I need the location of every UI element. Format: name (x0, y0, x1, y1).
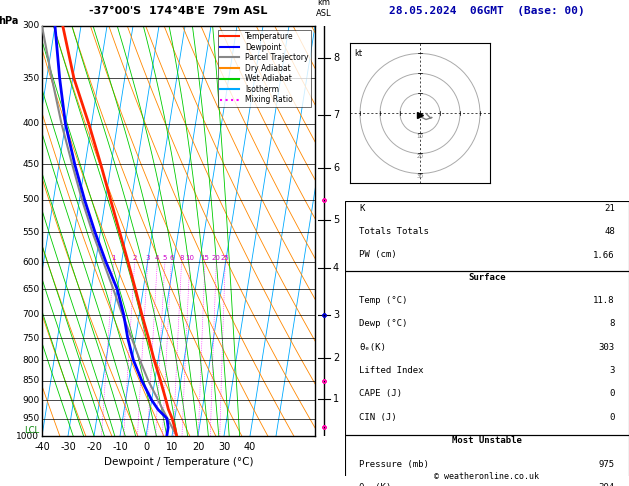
Text: θₑ(K): θₑ(K) (359, 343, 386, 352)
Text: -30: -30 (60, 442, 76, 452)
Text: 1: 1 (333, 394, 339, 404)
Text: 8: 8 (333, 53, 339, 64)
Text: 600: 600 (22, 258, 39, 266)
Text: 1: 1 (111, 255, 116, 261)
Bar (345, 435, 629, 486)
Text: 300: 300 (22, 21, 39, 31)
Text: 3: 3 (610, 366, 615, 375)
Text: 700: 700 (22, 310, 39, 319)
Text: 1000: 1000 (16, 432, 39, 440)
Text: hPa: hPa (0, 16, 19, 26)
Text: 2: 2 (333, 353, 339, 363)
Text: CAPE (J): CAPE (J) (359, 389, 402, 399)
Text: 30: 30 (416, 174, 423, 178)
Text: 7: 7 (333, 110, 339, 121)
Text: 3: 3 (145, 255, 150, 261)
Bar (345, 201, 629, 271)
Text: CIN (J): CIN (J) (359, 413, 397, 422)
Text: 8: 8 (179, 255, 184, 261)
Text: Surface: Surface (468, 273, 506, 281)
Text: LCL: LCL (24, 426, 39, 435)
Text: -20: -20 (86, 442, 102, 452)
Text: 800: 800 (22, 356, 39, 364)
Text: K: K (359, 204, 365, 213)
Text: 0: 0 (610, 389, 615, 399)
Text: 25: 25 (221, 255, 230, 261)
Text: 30: 30 (218, 442, 230, 452)
Text: 950: 950 (22, 414, 39, 423)
Text: 21: 21 (604, 204, 615, 213)
Text: kt: kt (354, 50, 362, 58)
Text: Dewp (°C): Dewp (°C) (359, 319, 408, 328)
Text: © weatheronline.co.uk: © weatheronline.co.uk (435, 472, 540, 481)
Text: θₑ (K): θₑ (K) (359, 483, 391, 486)
Text: 11.8: 11.8 (593, 296, 615, 305)
Text: 550: 550 (22, 228, 39, 237)
Text: 4: 4 (333, 262, 339, 273)
Text: 6: 6 (169, 255, 174, 261)
Text: 750: 750 (22, 333, 39, 343)
Text: 20: 20 (192, 442, 204, 452)
Text: Pressure (mb): Pressure (mb) (359, 459, 429, 469)
Text: 28.05.2024  06GMT  (Base: 00): 28.05.2024 06GMT (Base: 00) (389, 6, 585, 16)
Text: 975: 975 (599, 459, 615, 469)
Text: 15: 15 (201, 255, 209, 261)
Text: 5: 5 (333, 215, 339, 225)
Text: 400: 400 (22, 120, 39, 128)
Text: 10: 10 (186, 255, 194, 261)
Text: 10: 10 (416, 134, 423, 139)
Text: 48: 48 (604, 227, 615, 236)
Text: 0: 0 (610, 413, 615, 422)
Text: Totals Totals: Totals Totals (359, 227, 429, 236)
Text: 40: 40 (244, 442, 256, 452)
Text: 450: 450 (22, 159, 39, 169)
Text: 10: 10 (166, 442, 178, 452)
Text: 650: 650 (22, 285, 39, 294)
Text: -10: -10 (112, 442, 128, 452)
Text: Temp (°C): Temp (°C) (359, 296, 408, 305)
Text: 3: 3 (333, 310, 339, 319)
Text: 20: 20 (416, 154, 423, 158)
Text: 4: 4 (155, 255, 160, 261)
Text: -37°00'S  174°4B'E  79m ASL: -37°00'S 174°4B'E 79m ASL (89, 6, 268, 16)
Text: km
ASL: km ASL (316, 0, 332, 18)
Text: Most Unstable: Most Unstable (452, 436, 522, 445)
Text: -40: -40 (34, 442, 50, 452)
Text: 5: 5 (163, 255, 167, 261)
Text: 6: 6 (333, 163, 339, 173)
Text: 2: 2 (133, 255, 137, 261)
Text: Lifted Index: Lifted Index (359, 366, 424, 375)
Text: 304: 304 (599, 483, 615, 486)
Bar (345, 271, 629, 435)
Text: 20: 20 (212, 255, 221, 261)
Legend: Temperature, Dewpoint, Parcel Trajectory, Dry Adiabat, Wet Adiabat, Isotherm, Mi: Temperature, Dewpoint, Parcel Trajectory… (218, 30, 311, 106)
Text: PW (cm): PW (cm) (359, 250, 397, 260)
Text: 500: 500 (22, 195, 39, 205)
Text: 350: 350 (22, 74, 39, 83)
Text: 0: 0 (143, 442, 149, 452)
Text: 900: 900 (22, 396, 39, 405)
Text: 8: 8 (610, 319, 615, 328)
Text: 303: 303 (599, 343, 615, 352)
Text: Dewpoint / Temperature (°C): Dewpoint / Temperature (°C) (104, 456, 253, 467)
Text: 1.66: 1.66 (593, 250, 615, 260)
Text: 850: 850 (22, 376, 39, 385)
